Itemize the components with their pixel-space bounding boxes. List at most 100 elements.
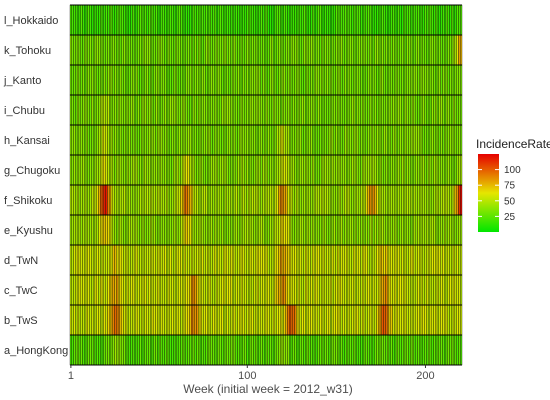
heatmap-cell <box>244 304 247 336</box>
heatmap-cell <box>157 94 160 126</box>
heatmap-cell <box>255 244 258 276</box>
heatmap-cell <box>183 94 186 126</box>
heatmap-cell <box>112 334 115 366</box>
heatmap-cell <box>369 334 372 366</box>
heatmap-cell <box>351 214 354 246</box>
heatmap-cell <box>328 274 331 306</box>
heatmap-cell <box>246 304 249 336</box>
heatmap-cell <box>180 214 183 246</box>
heatmap-cell <box>376 4 379 36</box>
heatmap-cell <box>167 4 170 36</box>
heatmap-cell <box>100 4 103 36</box>
heatmap-row-k_Tohoku <box>69 34 463 66</box>
heatmap-cell <box>92 94 96 126</box>
heatmap-cell <box>139 334 142 366</box>
heatmap-cell <box>69 154 72 186</box>
heatmap-cell <box>370 244 374 276</box>
heatmap-cell <box>378 214 381 246</box>
heatmap-cell <box>144 4 147 36</box>
heatmap-cell <box>262 4 265 36</box>
heatmap-cell <box>433 64 436 96</box>
heatmap-cell <box>119 304 122 336</box>
heatmap-cell <box>264 94 267 126</box>
heatmap-cell <box>103 124 106 156</box>
heatmap-cell <box>87 334 90 366</box>
heatmap-cell <box>203 154 206 186</box>
heatmap-cell <box>148 334 151 366</box>
x-tick-label: 1 <box>68 370 74 382</box>
heatmap-cell <box>125 4 128 36</box>
heatmap-cell <box>296 244 299 276</box>
heatmap-cell <box>139 154 142 186</box>
heatmap-cell <box>419 244 422 276</box>
heatmap-cell <box>139 64 142 96</box>
heatmap-cell <box>404 154 407 186</box>
heatmap-cell <box>388 244 391 276</box>
heatmap-cell <box>431 184 434 216</box>
heatmap-cell <box>376 64 379 96</box>
heatmap-cell <box>173 154 176 186</box>
heatmap-cell <box>422 94 425 126</box>
heatmap-cell <box>281 64 284 96</box>
heatmap-cell <box>358 34 361 66</box>
heatmap-cell <box>351 274 354 306</box>
heatmap-cell <box>322 94 325 126</box>
heatmap-cell <box>427 184 431 216</box>
heatmap-cell <box>337 304 340 336</box>
heatmap-cell <box>328 94 331 126</box>
heatmap-cell <box>271 124 274 156</box>
heatmap-cell <box>454 4 457 36</box>
heatmap-cell <box>75 304 78 336</box>
heatmap-cell <box>264 214 267 246</box>
heatmap-cell <box>203 214 206 246</box>
heatmap-cell <box>224 184 227 216</box>
heatmap-cell <box>385 124 388 156</box>
heatmap-cell <box>322 274 325 306</box>
heatmap-cell <box>190 154 194 186</box>
heatmap-cell <box>239 64 242 96</box>
heatmap-cell <box>246 4 249 36</box>
row-label: j_Kanto <box>3 75 41 87</box>
heatmap-cell <box>164 304 167 336</box>
heatmap-cell <box>221 184 224 216</box>
heatmap-cell <box>228 154 231 186</box>
heatmap-cell <box>305 4 308 36</box>
heatmap-cell <box>167 274 170 306</box>
heatmap-cell <box>285 214 288 246</box>
heatmap-cell <box>342 4 345 36</box>
heatmap-cell <box>290 214 293 246</box>
heatmap-cell <box>278 274 281 306</box>
heatmap-cell <box>419 34 422 66</box>
heatmap-cell <box>440 304 443 336</box>
heatmap-cell <box>96 334 99 366</box>
heatmap-cell <box>427 304 431 336</box>
heatmap-cell <box>346 94 349 126</box>
heatmap-cell <box>395 4 399 36</box>
heatmap-cell <box>248 154 251 186</box>
heatmap-cell <box>123 244 126 276</box>
heatmap-cell <box>313 304 317 336</box>
heatmap-cell <box>128 274 131 306</box>
heatmap-cell <box>324 244 327 276</box>
heatmap-cell <box>278 244 281 276</box>
heatmap-cell <box>198 154 201 186</box>
heatmap-cell <box>137 94 140 126</box>
heatmap-cell <box>322 124 325 156</box>
heatmap-cell <box>326 154 329 186</box>
heatmap-cell <box>180 184 183 216</box>
heatmap-cell <box>133 214 137 246</box>
heatmap-cell <box>162 274 165 306</box>
heatmap-cell <box>299 4 302 36</box>
heatmap-cell <box>287 304 290 336</box>
heatmap-cell <box>356 154 359 186</box>
heatmap-cell <box>226 34 229 66</box>
heatmap-cell <box>219 214 222 246</box>
heatmap-cell <box>235 214 238 246</box>
heatmap-cell <box>419 64 422 96</box>
heatmap-cell <box>310 214 313 246</box>
heatmap-cell <box>449 4 452 36</box>
heatmap-cell <box>452 34 456 66</box>
heatmap-cell <box>395 64 399 96</box>
heatmap-cell <box>458 4 461 36</box>
heatmap-cell <box>240 214 244 246</box>
